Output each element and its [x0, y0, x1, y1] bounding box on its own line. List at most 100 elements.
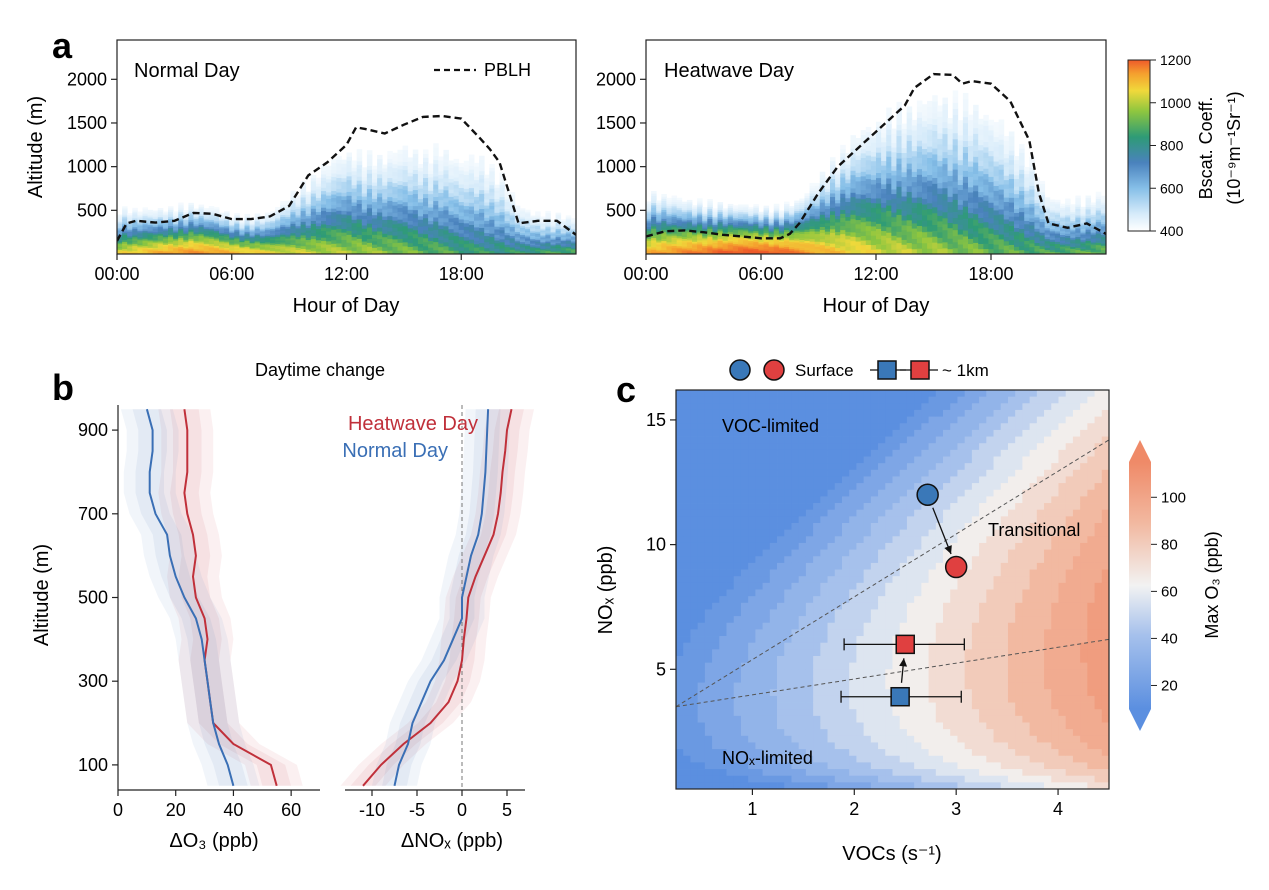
backscatter-cell: [402, 161, 409, 167]
backscatter-cell: [331, 243, 337, 248]
backscatter-cell: [198, 233, 205, 237]
backscatter-cell: [366, 180, 373, 186]
backscatter-cell: [382, 205, 388, 210]
backscatter-cell: [881, 155, 887, 161]
backscatter-cell: [1065, 249, 1071, 253]
backscatter-cell: [326, 169, 332, 173]
backscatter-cell: [127, 234, 133, 237]
backscatter-cell: [295, 251, 301, 254]
backscatter-cell: [676, 207, 683, 211]
backscatter-cell: [896, 146, 902, 153]
y-axis-label-altitude-b: Altitude (m): [31, 544, 53, 646]
backscatter-cell: [504, 201, 511, 205]
backscatter-cell: [132, 230, 138, 233]
backscatter-cell: [937, 105, 943, 112]
backscatter-cell: [697, 198, 703, 201]
backscatter-cell: [651, 190, 657, 194]
backscatter-cell: [763, 212, 770, 216]
backscatter-cell: [896, 186, 902, 193]
backscatter-cell: [132, 252, 138, 254]
backscatter-cell: [504, 230, 511, 233]
backscatter-cell: [1024, 166, 1030, 171]
backscatter-cell: [509, 196, 516, 200]
backscatter-cell: [188, 204, 194, 208]
backscatter-cell: [978, 191, 984, 198]
backscatter-cell: [784, 220, 790, 223]
backscatter-cell: [193, 223, 199, 226]
backscatter-cell: [530, 247, 536, 250]
backscatter-cell: [1049, 216, 1056, 219]
backscatter-cell: [865, 183, 872, 189]
x-tick-label: 00:00: [94, 264, 139, 284]
backscatter-cell: [397, 192, 403, 197]
y-tick-label: 100: [78, 755, 108, 775]
backscatter-cell: [152, 216, 159, 219]
backscatter-cell: [1065, 215, 1071, 218]
backscatter-cell: [824, 208, 831, 212]
backscatter-cell: [1070, 226, 1076, 229]
backscatter-cell: [1044, 212, 1051, 216]
backscatter-cell: [122, 243, 128, 246]
backscatter-cell: [254, 216, 261, 219]
backscatter-cell: [773, 245, 780, 248]
backscatter-cell: [1060, 240, 1066, 243]
backscatter-cell: [671, 245, 678, 249]
backscatter-cell: [468, 176, 475, 181]
backscatter-cell: [290, 214, 296, 217]
backscatter-cell: [865, 221, 872, 227]
backscatter-cell: [147, 229, 154, 232]
backscatter-cell: [830, 214, 836, 219]
backscatter-cell: [555, 250, 562, 253]
backscatter-cell: [891, 151, 897, 157]
backscatter-cell: [300, 199, 307, 203]
backscatter-cell: [280, 236, 286, 239]
backscatter-cell: [341, 206, 347, 211]
backscatter-cell: [881, 249, 887, 254]
backscatter-cell: [886, 107, 892, 114]
backscatter-cell: [555, 241, 562, 244]
backscatter-cell: [570, 223, 576, 226]
backscatter-cell: [1054, 241, 1061, 244]
backscatter-cell: [341, 170, 347, 175]
backscatter-cell: [321, 184, 327, 188]
backscatter-cell: [1054, 218, 1061, 222]
backscatter-cell: [727, 207, 734, 210]
backscatter-cell: [188, 212, 194, 215]
backscatter-cell: [666, 197, 672, 201]
backscatter-cell: [947, 248, 954, 254]
backscatter-cell: [738, 206, 744, 209]
backscatter-cell: [509, 201, 516, 204]
backscatter-cell: [433, 196, 439, 202]
backscatter-cell: [157, 248, 164, 251]
backscatter-cell: [300, 194, 307, 198]
backscatter-cell: [773, 218, 780, 221]
backscatter-cell: [198, 224, 205, 227]
backscatter-cell: [717, 204, 724, 207]
backscatter-cell: [305, 208, 312, 212]
backscatter-cell: [957, 209, 964, 215]
backscatter-cell: [661, 211, 667, 215]
backscatter-cell: [870, 244, 877, 250]
backscatter-cell: [453, 202, 460, 207]
backscatter-cell: [219, 229, 225, 232]
backscatter-cell: [957, 120, 964, 126]
backscatter-cell: [402, 189, 409, 195]
backscatter-cell: [219, 226, 225, 229]
backscatter-cell: [661, 227, 667, 230]
backscatter-cell: [840, 152, 846, 158]
backscatter-cell: [239, 230, 245, 233]
backscatter-cell: [152, 210, 159, 213]
backscatter-cell: [1029, 246, 1035, 251]
backscatter-cell: [183, 217, 189, 220]
backscatter-cell: [906, 174, 913, 181]
spread-band-heatwave-day: [170, 409, 291, 786]
backscatter-cell: [922, 170, 928, 177]
backscatter-cell: [1060, 209, 1066, 212]
backscatter-cell: [978, 248, 984, 254]
backscatter-cell: [290, 230, 296, 234]
backscatter-cell: [484, 241, 490, 246]
backscatter-cell: [1034, 239, 1040, 244]
backscatter-cell: [830, 232, 836, 237]
